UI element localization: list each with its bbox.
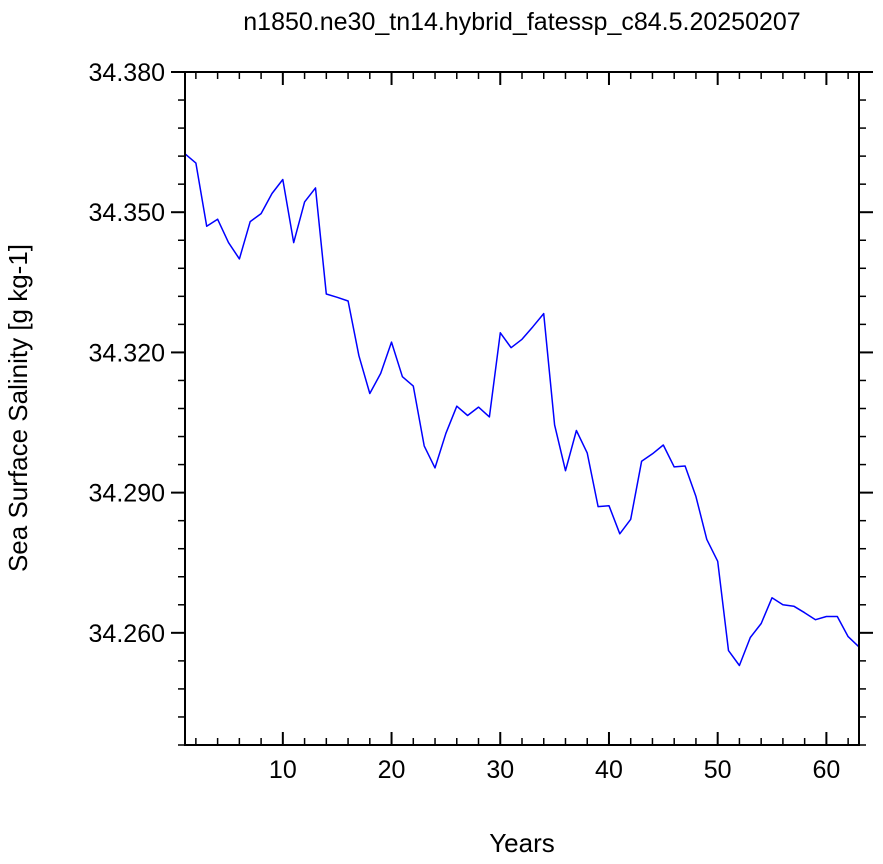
tick-labels: 10 20 30 40 50 60 34.260 34.290 34.320 34.350 34.3…	[89, 59, 841, 784]
x-tick-label: 10	[269, 756, 297, 784]
y-tick-label: 34.260	[89, 620, 165, 648]
x-tick-label: 20	[378, 756, 406, 784]
x-tick-label: 30	[486, 756, 514, 784]
plot-frame	[184, 71, 860, 746]
chart-title: n1850.ne30_tn14.hybrid_fatessp_c84.5.202…	[243, 8, 800, 36]
series-line	[184, 153, 860, 667]
axis-ticks	[171, 71, 873, 746]
y-tick-label: 34.350	[89, 199, 165, 227]
y-tick-label: 34.320	[89, 339, 165, 367]
y-axis-label: Sea Surface Salinity [g kg-1]	[3, 244, 33, 572]
series-lines	[184, 153, 860, 667]
y-tick-label: 34.380	[89, 59, 165, 87]
y-tick-label: 34.290	[89, 480, 165, 508]
x-axis-label: Years	[489, 828, 555, 858]
x-tick-label: 60	[812, 756, 840, 784]
x-tick-label: 50	[704, 756, 732, 784]
x-tick-label: 40	[595, 756, 623, 784]
